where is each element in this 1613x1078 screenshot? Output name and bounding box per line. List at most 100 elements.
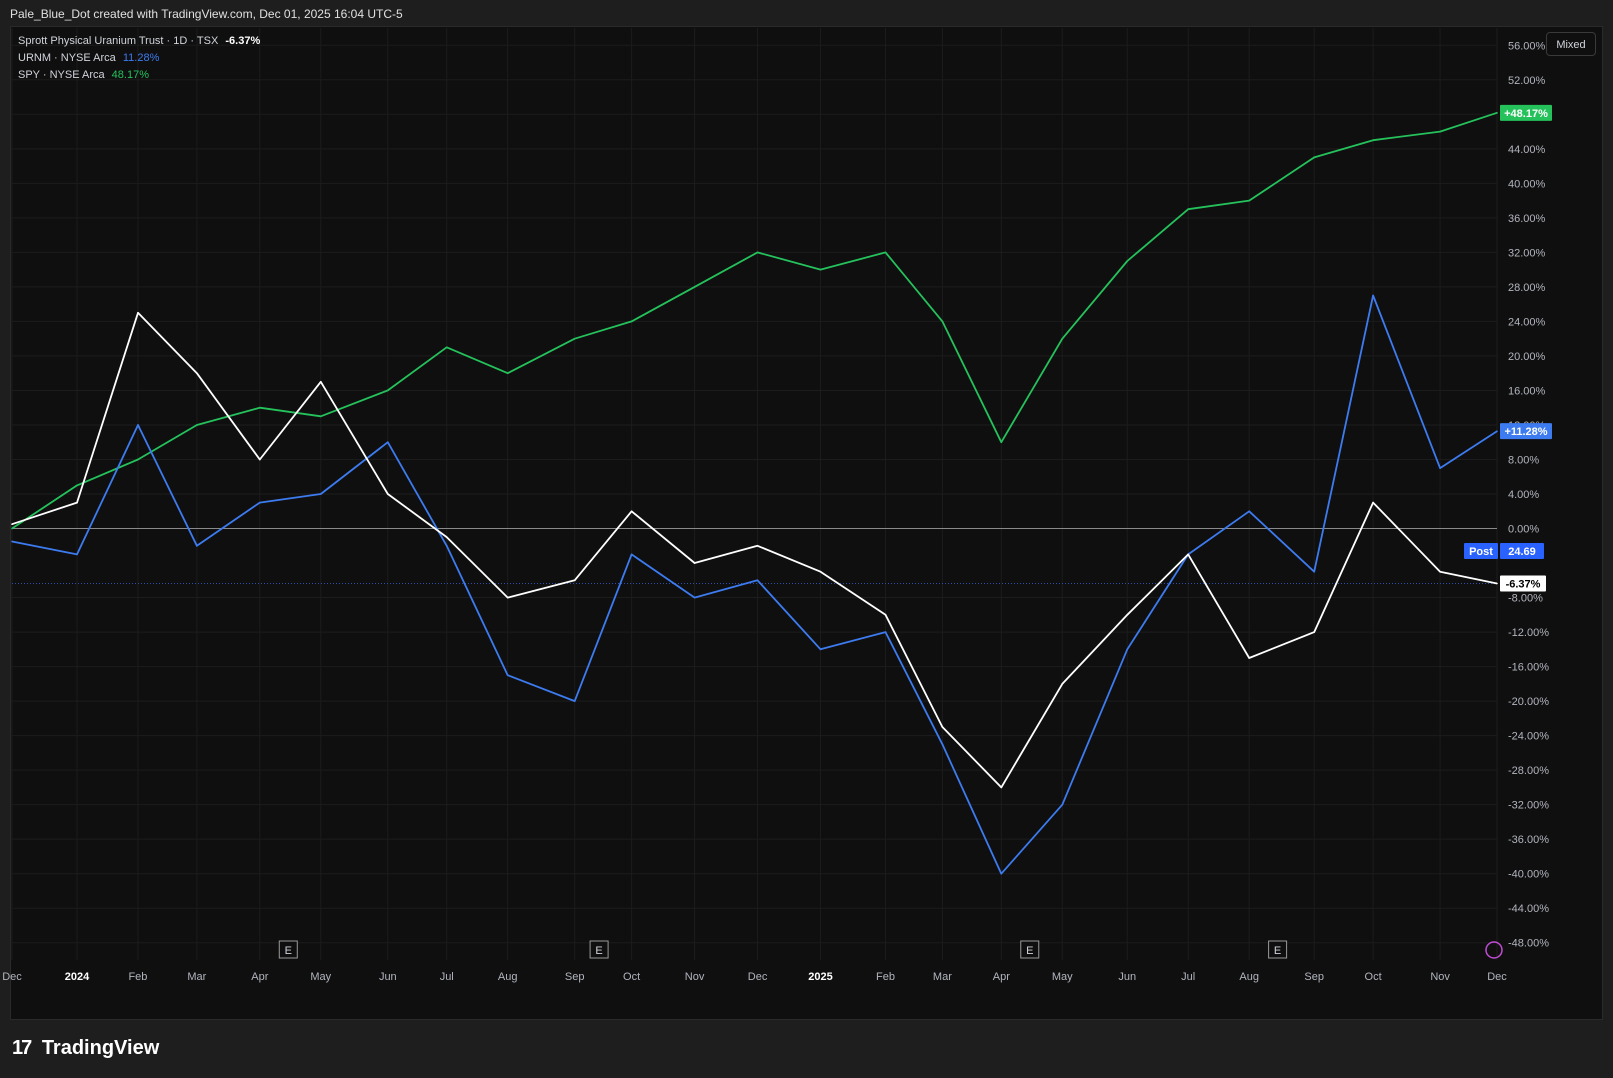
tradingview-logo[interactable]: 17 TradingView bbox=[12, 1037, 159, 1060]
data-point bbox=[573, 579, 576, 582]
earnings-marker-label: E bbox=[1026, 945, 1033, 957]
x-tick-label: Dec bbox=[2, 971, 22, 983]
chart-canvas[interactable]: 56.00%52.00%48.00%44.00%40.00%36.00%32.0… bbox=[0, 0, 1613, 1020]
data-point bbox=[884, 614, 887, 616]
legend-main[interactable]: Sprott Physical Uranium Trust · 1D · TSX… bbox=[18, 33, 260, 50]
legend-urnm[interactable]: URNM · NYSE Arca 11.28% bbox=[18, 50, 260, 67]
data-point bbox=[445, 536, 448, 538]
data-point bbox=[259, 458, 261, 461]
x-tick-label: 2025 bbox=[808, 971, 832, 983]
data-point bbox=[1439, 467, 1441, 469]
earnings-marker-box bbox=[1268, 940, 1288, 959]
y-tick-label: -12.00% bbox=[1508, 627, 1549, 639]
data-point bbox=[76, 553, 78, 556]
y-tick-label: 32.00% bbox=[1508, 247, 1546, 259]
data-point bbox=[1000, 872, 1003, 875]
data-point bbox=[259, 406, 261, 409]
data-point bbox=[1496, 112, 1498, 114]
data-point bbox=[1439, 570, 1441, 573]
data-point bbox=[1187, 553, 1190, 556]
data-point bbox=[1126, 614, 1129, 616]
legend-main-name: Sprott Physical Uranium Trust · 1D · TSX bbox=[18, 35, 219, 47]
y-tick-label: 4.00% bbox=[1508, 489, 1539, 501]
data-point bbox=[387, 389, 389, 392]
x-tick-label: Apr bbox=[993, 971, 1010, 983]
data-point bbox=[756, 544, 759, 547]
data-point bbox=[819, 570, 822, 573]
y-tick-label: 36.00% bbox=[1508, 213, 1546, 225]
data-point bbox=[137, 424, 139, 426]
series-line-main bbox=[11, 311, 1498, 789]
earnings-marker-label: E bbox=[595, 945, 602, 957]
legend-urnm-value: 11.28% bbox=[122, 52, 160, 64]
data-point bbox=[137, 458, 139, 461]
data-point bbox=[137, 311, 139, 314]
data-point bbox=[630, 553, 633, 556]
data-point bbox=[573, 337, 576, 340]
attribution-bar: Pale_Blue_Dot created with TradingView.c… bbox=[0, 0, 1613, 26]
data-point bbox=[941, 743, 944, 746]
data-point bbox=[387, 441, 389, 444]
series-line-urnm bbox=[11, 294, 1498, 875]
data-point bbox=[1372, 139, 1374, 141]
y-tick-label: 24.00% bbox=[1508, 316, 1546, 328]
earnings-marker: E bbox=[1268, 940, 1288, 959]
earnings-marker: E bbox=[589, 940, 609, 959]
legend-urnm-name: URNM · NYSE Arca bbox=[18, 52, 116, 64]
earnings-marker-label: E bbox=[285, 945, 292, 957]
data-point bbox=[1248, 510, 1250, 513]
data-point bbox=[630, 510, 633, 513]
data-point bbox=[941, 726, 944, 728]
x-tick-label: Aug bbox=[1239, 971, 1259, 983]
footer-bar bbox=[0, 1020, 1613, 1078]
y-tick-label: 40.00% bbox=[1508, 178, 1546, 190]
y-tick-label: 20.00% bbox=[1508, 351, 1546, 363]
data-point bbox=[1187, 208, 1190, 211]
legend-main-value: -6.37% bbox=[225, 35, 261, 47]
x-tick-label: Dec bbox=[1487, 971, 1507, 983]
data-point bbox=[1496, 430, 1498, 432]
data-point bbox=[1061, 803, 1064, 806]
data-point bbox=[196, 544, 198, 547]
x-tick-label: Feb bbox=[876, 971, 895, 983]
data-point bbox=[1061, 337, 1064, 340]
chart-panel[interactable] bbox=[10, 26, 1603, 1020]
earnings-marker: E bbox=[278, 940, 298, 959]
data-point bbox=[445, 346, 448, 349]
data-point bbox=[1248, 199, 1250, 202]
tradingview-logo-icon: 17 bbox=[12, 1037, 32, 1059]
spy-value-badge-text: +48.17% bbox=[1504, 108, 1548, 120]
data-point bbox=[630, 320, 633, 323]
y-tick-label: 8.00% bbox=[1508, 454, 1539, 466]
y-tick-label: -20.00% bbox=[1508, 696, 1549, 708]
data-point bbox=[319, 493, 322, 495]
data-point bbox=[1372, 294, 1374, 297]
x-tick-label: Aug bbox=[498, 971, 518, 983]
data-point bbox=[573, 700, 576, 702]
scale-mode-button[interactable]: Mixed bbox=[1546, 32, 1596, 56]
spy-value-badge-bg bbox=[1500, 104, 1552, 121]
legend-spy-name: SPY · NYSE Arca bbox=[18, 69, 105, 81]
data-point bbox=[11, 527, 13, 530]
y-tick-label: -40.00% bbox=[1508, 869, 1549, 881]
main-value-badge-bg bbox=[1500, 575, 1546, 592]
data-point bbox=[11, 523, 13, 526]
x-tick-label: Feb bbox=[128, 971, 147, 983]
data-point bbox=[1248, 657, 1250, 659]
main-value-badge-text: -6.37% bbox=[1506, 578, 1541, 590]
data-point bbox=[1061, 683, 1064, 685]
y-tick-label: -36.00% bbox=[1508, 834, 1549, 846]
post-value-badge: 24.69 bbox=[1500, 542, 1544, 559]
data-point bbox=[756, 579, 759, 582]
x-tick-label: 2024 bbox=[65, 971, 90, 983]
legend-spy[interactable]: SPY · NYSE Arca 48.17% bbox=[18, 67, 260, 84]
x-tick-label: Apr bbox=[251, 971, 268, 983]
data-point bbox=[884, 251, 887, 254]
x-tick-label: Mar bbox=[933, 971, 952, 983]
data-point bbox=[819, 648, 822, 651]
series-legend: Sprott Physical Uranium Trust · 1D · TSX… bbox=[18, 33, 260, 84]
data-point bbox=[11, 540, 13, 543]
event-flash-icon bbox=[1485, 941, 1503, 959]
data-point bbox=[1313, 631, 1315, 633]
data-point bbox=[756, 251, 759, 254]
